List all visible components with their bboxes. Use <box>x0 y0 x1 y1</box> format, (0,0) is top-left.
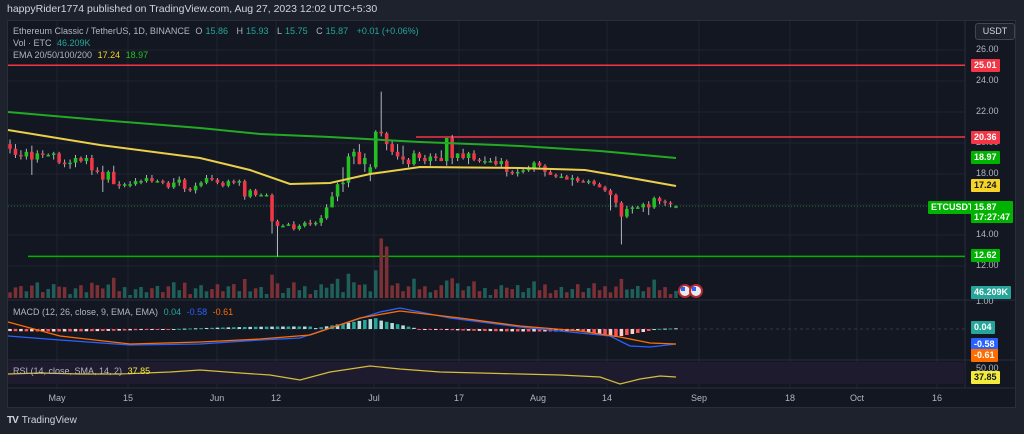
price-tag: 0.04 <box>971 321 995 334</box>
high-value: 15.93 <box>245 26 269 36</box>
price-tag: 17.24 <box>971 179 1000 192</box>
last-price-tag: 15.87 17:27:47 <box>971 201 1014 223</box>
change-value: +0.01 (+0.06%) <box>356 26 419 36</box>
macd-hist-value: 0.04 <box>163 307 182 317</box>
symbol-tag: ETCUSDT <box>928 201 977 214</box>
low-value: 15.75 <box>285 26 308 36</box>
price-tag: 46.209K <box>971 286 1012 299</box>
close-value: 15.87 <box>325 26 349 36</box>
currency-button[interactable]: USDT <box>975 23 1015 40</box>
symbol-name[interactable]: Ethereum Classic / TetherUS, 1D, BINANCE <box>13 26 190 36</box>
volume-legend: Vol · ETC 46.209K <box>13 38 94 48</box>
time-tick: Jul <box>368 393 380 403</box>
time-tick: May <box>48 393 66 403</box>
time-tick: 17 <box>453 393 465 403</box>
price-tick: 1.00 <box>976 296 994 306</box>
price-tick: 12.00 <box>976 260 999 270</box>
ema200-value: 18.97 <box>125 50 149 60</box>
price-tag: 25.01 <box>971 59 1000 72</box>
price-tag: 20.36 <box>971 131 1000 144</box>
price-tag: 18.97 <box>971 151 1000 164</box>
volume-label[interactable]: Vol · ETC <box>13 38 52 48</box>
brand-name: TradingView <box>21 415 77 426</box>
open-label: O <box>195 26 203 36</box>
time-tick: Jun <box>209 393 225 403</box>
macd-signal-value: -0.61 <box>212 307 234 317</box>
publish-info: happyRider1774 published on TradingView.… <box>7 3 378 15</box>
close-label: C <box>316 26 323 36</box>
rsi-legend: RSI (14, close, SMA, 14, 2) 37.85 <box>13 366 153 376</box>
bar-countdown: 17:27:47 <box>974 212 1011 222</box>
rsi-value: 37.85 <box>127 366 151 376</box>
time-tick: 18 <box>784 393 796 403</box>
tv-logo-icon: TV <box>7 415 19 426</box>
price-tick: 50.00 <box>976 363 999 373</box>
time-tick: 16 <box>931 393 943 403</box>
ema-legend: EMA 20/50/100/200 17.24 18.97 <box>13 50 151 60</box>
tradingview-logo[interactable]: TV TradingView <box>7 415 77 426</box>
macd-label[interactable]: MACD (12, 26, close, 9, EMA, EMA) <box>13 307 159 317</box>
time-tick: 14 <box>601 393 613 403</box>
price-tag: -0.61 <box>971 349 998 362</box>
symbol-legend: Ethereum Classic / TetherUS, 1D, BINANCE… <box>13 26 422 36</box>
time-tick: 12 <box>270 393 282 403</box>
price-tag: 12.62 <box>971 249 1000 262</box>
price-tag: -0.58 <box>971 338 998 351</box>
ema50-value: 17.24 <box>97 50 121 60</box>
volume-value: 46.209K <box>57 38 91 48</box>
time-tick: Aug <box>529 393 547 403</box>
macd-line-value: -0.58 <box>186 307 208 317</box>
rsi-label[interactable]: RSI (14, close, SMA, 14, 2) <box>13 366 123 376</box>
last-price-value: 15.87 <box>974 202 997 212</box>
price-tick: 22.00 <box>976 106 999 116</box>
time-tick: Oct <box>849 393 865 403</box>
macd-legend: MACD (12, 26, close, 9, EMA, EMA) 0.04 -… <box>13 307 236 317</box>
open-value: 15.86 <box>205 26 228 36</box>
price-tick: 18.00 <box>976 168 999 178</box>
time-tick: 15 <box>122 393 134 403</box>
price-tick: 14.00 <box>976 229 999 239</box>
price-tag: 37.85 <box>971 371 1000 384</box>
ema-label[interactable]: EMA 20/50/100/200 <box>13 50 93 60</box>
low-label: L <box>277 26 283 36</box>
time-tick: Sep <box>690 393 708 403</box>
price-tick: 24.00 <box>976 75 999 85</box>
price-tick: 26.00 <box>976 44 999 54</box>
high-label: H <box>236 26 243 36</box>
